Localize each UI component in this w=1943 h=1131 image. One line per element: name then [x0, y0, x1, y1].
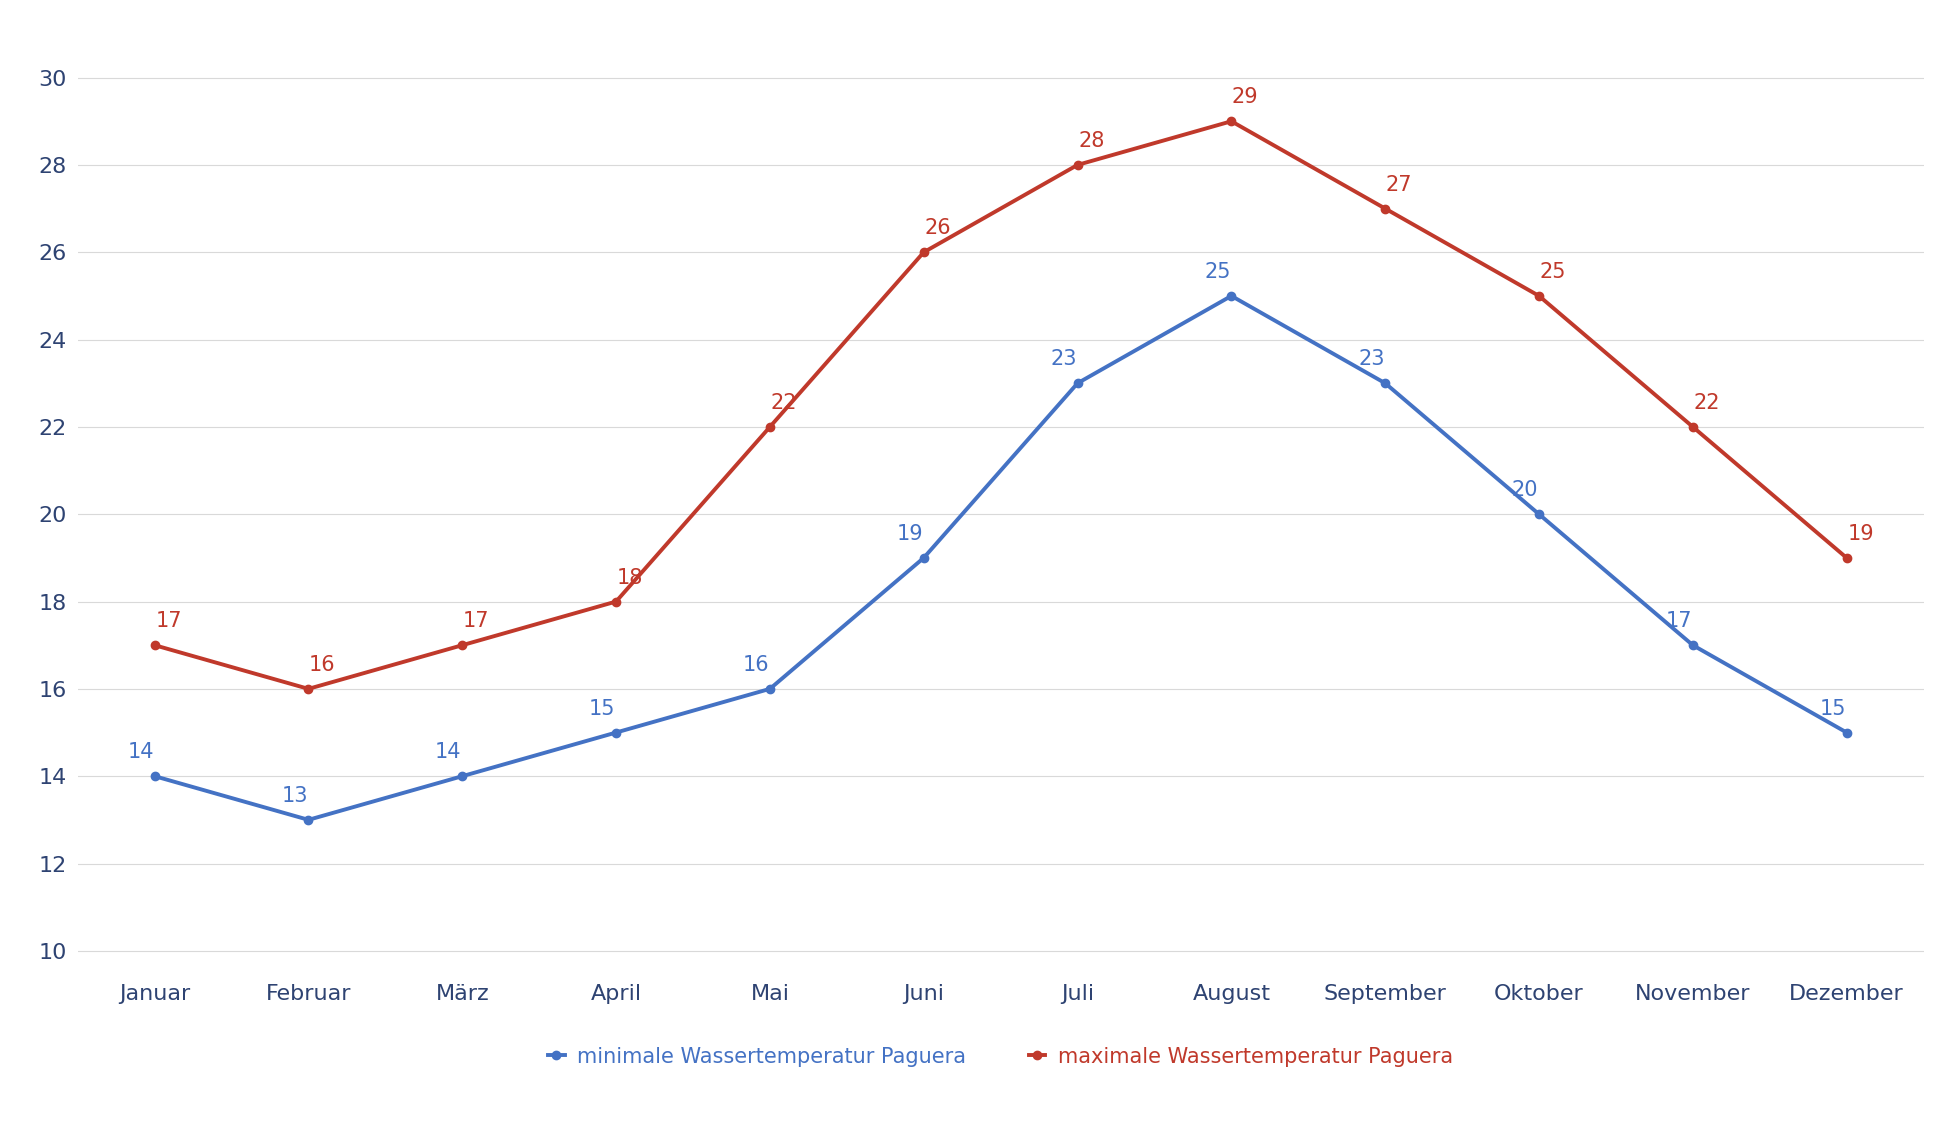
- minimale Wassertemperatur Paguera: [1834, 726, 1858, 740]
- minimale Wassertemperatur Paguera: [1527, 508, 1551, 521]
- minimale Wassertemperatur Paguera: [451, 769, 474, 783]
- minimale Wassertemperatur Paguera: [297, 813, 321, 827]
- minimale Wassertemperatur Paguera: [1374, 377, 1397, 390]
- Text: 26: 26: [925, 218, 950, 239]
- maximale Wassertemperatur Paguera: [758, 420, 781, 433]
- Text: 14: 14: [435, 742, 462, 762]
- Text: 22: 22: [1694, 392, 1720, 413]
- Legend: minimale Wassertemperatur Paguera, maximale Wassertemperatur Paguera: minimale Wassertemperatur Paguera, maxim…: [540, 1038, 1461, 1074]
- minimale Wassertemperatur Paguera: [1220, 290, 1244, 303]
- minimale Wassertemperatur Paguera: [144, 769, 167, 783]
- Text: 17: 17: [1665, 612, 1692, 631]
- Text: 23: 23: [1051, 349, 1076, 370]
- maximale Wassertemperatur Paguera: [911, 245, 935, 259]
- Text: 25: 25: [1205, 262, 1230, 282]
- maximale Wassertemperatur Paguera: [1374, 201, 1397, 215]
- Text: 20: 20: [1512, 481, 1539, 500]
- minimale Wassertemperatur Paguera: [604, 726, 628, 740]
- maximale Wassertemperatur Paguera: [1527, 290, 1551, 303]
- maximale Wassertemperatur Paguera: [1681, 420, 1704, 433]
- minimale Wassertemperatur Paguera: [1067, 377, 1090, 390]
- Text: 19: 19: [1848, 524, 1873, 544]
- Text: 14: 14: [128, 742, 153, 762]
- maximale Wassertemperatur Paguera: [1220, 114, 1244, 128]
- maximale Wassertemperatur Paguera: [297, 682, 321, 696]
- maximale Wassertemperatur Paguera: [1834, 551, 1858, 564]
- Line: minimale Wassertemperatur Paguera: minimale Wassertemperatur Paguera: [150, 292, 1852, 824]
- Text: 28: 28: [1078, 131, 1106, 152]
- maximale Wassertemperatur Paguera: [451, 638, 474, 651]
- Text: 23: 23: [1358, 349, 1385, 370]
- maximale Wassertemperatur Paguera: [144, 638, 167, 651]
- Text: 18: 18: [616, 568, 643, 588]
- Text: 15: 15: [1819, 699, 1846, 718]
- Text: 15: 15: [589, 699, 616, 718]
- minimale Wassertemperatur Paguera: [1681, 638, 1704, 651]
- Text: 25: 25: [1539, 262, 1566, 282]
- minimale Wassertemperatur Paguera: [911, 551, 935, 564]
- Text: 19: 19: [896, 524, 923, 544]
- Text: 13: 13: [282, 786, 307, 806]
- Text: 16: 16: [309, 655, 336, 675]
- minimale Wassertemperatur Paguera: [758, 682, 781, 696]
- Text: 27: 27: [1385, 174, 1413, 195]
- maximale Wassertemperatur Paguera: [604, 595, 628, 608]
- Text: 16: 16: [742, 655, 769, 675]
- Text: 29: 29: [1232, 87, 1259, 107]
- Text: 22: 22: [771, 392, 797, 413]
- Text: 17: 17: [462, 612, 490, 631]
- Text: 17: 17: [155, 612, 183, 631]
- Line: maximale Wassertemperatur Paguera: maximale Wassertemperatur Paguera: [150, 118, 1852, 693]
- maximale Wassertemperatur Paguera: [1067, 158, 1090, 172]
